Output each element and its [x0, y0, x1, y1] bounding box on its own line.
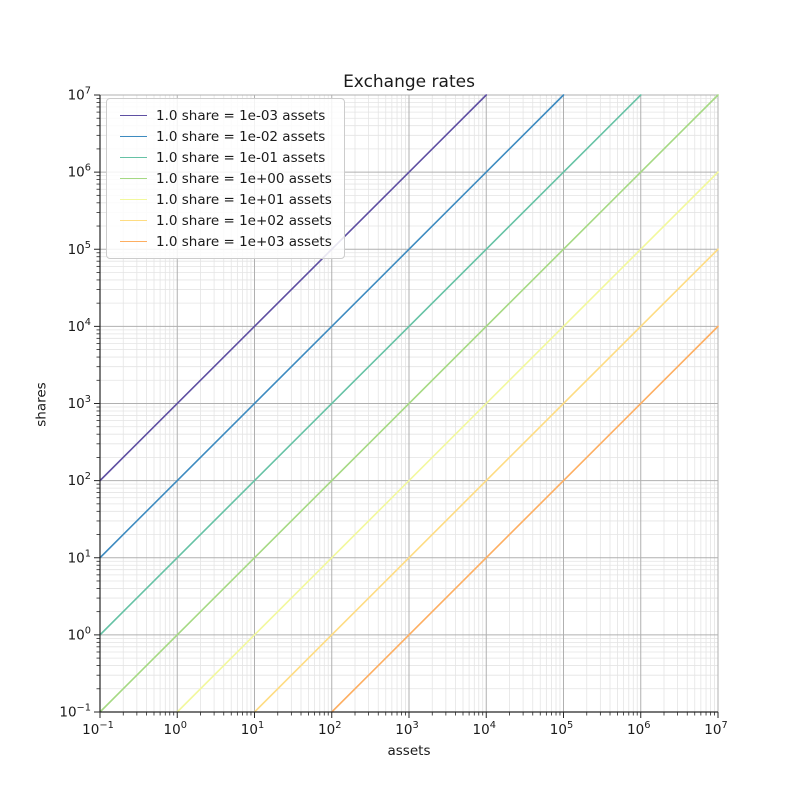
- legend-item: 1.0 share = 1e-02 assets: [120, 126, 332, 147]
- legend-label: 1.0 share = 1e-02 assets: [156, 128, 326, 145]
- legend-item: 1.0 share = 1e+02 assets: [120, 210, 332, 231]
- y-tick-label: 101: [68, 548, 91, 566]
- legend-line-swatch: [120, 115, 147, 116]
- legend-label: 1.0 share = 1e+03 assets: [156, 233, 332, 250]
- legend-item: 1.0 share = 1e-01 assets: [120, 147, 332, 168]
- legend-item: 1.0 share = 1e+03 assets: [120, 231, 332, 252]
- legend-label: 1.0 share = 1e+02 assets: [156, 212, 332, 229]
- y-tick-label: 103: [68, 394, 91, 412]
- legend-line-swatch: [120, 136, 147, 137]
- legend-line-swatch: [120, 199, 147, 200]
- x-axis-label: assets: [387, 743, 431, 759]
- x-tick-label: 105: [550, 720, 573, 738]
- legend-item: 1.0 share = 1e+00 assets: [120, 168, 332, 189]
- series-line: [253, 248, 719, 713]
- x-tick-label: 104: [473, 720, 496, 738]
- y-tick-label: 106: [68, 163, 91, 181]
- y-tick-label: 102: [68, 471, 91, 489]
- series-line: [176, 171, 719, 713]
- legend-line-swatch: [120, 178, 147, 179]
- x-tick-label: 101: [241, 720, 264, 738]
- legend-item: 1.0 share = 1e+01 assets: [120, 189, 332, 210]
- series-line: [99, 94, 642, 636]
- legend-label: 1.0 share = 1e-03 assets: [156, 107, 326, 124]
- y-tick-label: 10−1: [59, 703, 91, 721]
- series-line: [99, 94, 488, 482]
- legend-label: 1.0 share = 1e+01 assets: [156, 191, 332, 208]
- y-tick-label: 105: [68, 240, 91, 258]
- legend-label: 1.0 share = 1e-01 assets: [156, 149, 326, 166]
- x-tick-label: 102: [318, 720, 341, 738]
- legend: 1.0 share = 1e-03 assets 1.0 share = 1e-0…: [106, 98, 345, 259]
- legend-line-swatch: [120, 157, 147, 158]
- series-line: [330, 325, 719, 713]
- chart-title: Exchange rates: [343, 72, 475, 92]
- x-tick-label: 103: [395, 720, 418, 738]
- legend-label: 1.0 share = 1e+00 assets: [156, 170, 332, 187]
- y-axis-label: shares: [33, 382, 50, 427]
- x-tick-label: 107: [704, 720, 727, 738]
- series-line: [99, 94, 719, 713]
- legend-line-swatch: [120, 220, 147, 221]
- y-tick-label: 107: [68, 86, 91, 104]
- x-tick-label: 10−1: [82, 720, 114, 738]
- x-tick-label: 100: [164, 720, 187, 738]
- series-line: [99, 94, 565, 559]
- x-tick-label: 106: [627, 720, 650, 738]
- y-tick-label: 104: [68, 317, 91, 335]
- y-tick-label: 100: [68, 625, 91, 643]
- legend-item: 1.0 share = 1e-03 assets: [120, 105, 332, 126]
- legend-line-swatch: [120, 241, 147, 242]
